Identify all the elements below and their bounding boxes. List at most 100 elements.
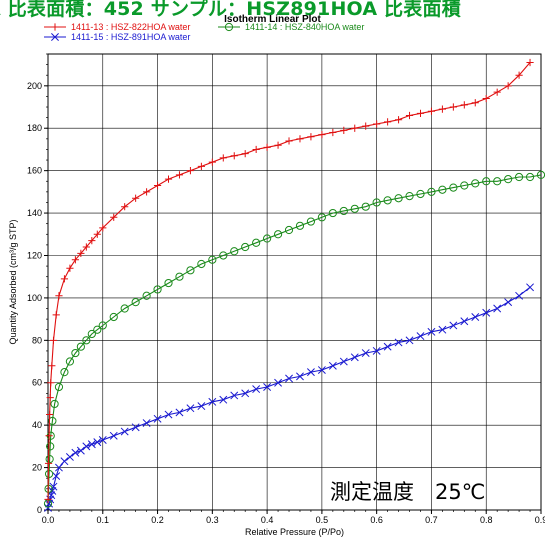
data-point — [76, 342, 85, 351]
data-point — [132, 194, 140, 202]
data-point — [164, 410, 173, 419]
data-point — [373, 120, 381, 128]
data-point — [87, 329, 96, 339]
data-point — [219, 251, 228, 260]
data-point — [351, 124, 359, 132]
data-point — [361, 202, 370, 211]
data-point — [88, 237, 96, 245]
data-point — [362, 122, 370, 130]
data-point — [87, 440, 96, 449]
data-point — [515, 291, 524, 300]
x-axis-label: Relative Pressure (P/Po) — [245, 527, 344, 537]
data-point — [164, 175, 173, 183]
data-point — [175, 408, 184, 417]
data-point — [493, 304, 502, 313]
data-point — [318, 130, 326, 139]
data-point — [44, 469, 54, 479]
x-tick-label: 0.2 — [151, 515, 164, 525]
data-point — [65, 453, 74, 461]
x-tick-label: 0.7 — [425, 515, 438, 525]
data-point — [383, 196, 392, 205]
y-axis-label: Quantity Adsorbed (cm³/g STP) — [8, 219, 18, 344]
data-point — [285, 137, 293, 145]
data-point — [109, 431, 118, 440]
data-point — [186, 167, 195, 175]
grid-lines — [47, 54, 542, 511]
data-point — [93, 230, 101, 238]
data-point — [263, 234, 272, 243]
data-point — [219, 395, 228, 404]
data-point — [50, 399, 59, 409]
y-tick-label: 20 — [32, 463, 42, 473]
x-tick-label: 0.1 — [97, 515, 110, 525]
data-point — [60, 368, 69, 377]
data-point — [295, 221, 305, 230]
data-point — [142, 291, 151, 300]
data-point — [46, 410, 54, 419]
data-point — [93, 325, 102, 334]
y-tick-label: 160 — [27, 166, 42, 176]
data-point — [307, 133, 315, 141]
data-point — [44, 495, 52, 503]
data-point — [350, 204, 359, 213]
data-point — [77, 249, 85, 257]
data-point — [504, 175, 513, 184]
data-point — [306, 368, 315, 377]
data-point — [153, 285, 162, 294]
data-point — [46, 442, 55, 451]
data-point — [252, 385, 261, 394]
data-point — [460, 181, 469, 190]
data-point — [317, 366, 326, 374]
data-point — [438, 325, 447, 334]
data-point — [241, 389, 250, 398]
series-line — [47, 286, 531, 509]
data-point — [45, 454, 54, 464]
data-point — [416, 109, 425, 117]
y-tick-label: 100 — [27, 293, 42, 303]
y-tick-label: 40 — [32, 420, 42, 430]
x-tick-label: 0.8 — [480, 515, 493, 525]
legend-label: 1411-13 : HSZ-822HOA water — [71, 22, 190, 32]
data-point — [449, 183, 458, 192]
data-point — [416, 189, 425, 199]
x-tick-label: 0.9 — [535, 515, 545, 525]
data-point — [460, 101, 468, 109]
legend-marker — [224, 22, 234, 32]
data-point — [93, 438, 102, 447]
data-point — [45, 432, 53, 440]
data-point — [54, 382, 64, 392]
data-point — [52, 472, 61, 481]
banner-text: A 比表面積：452 サンプル：HSZ891HOA 比表面積 — [0, 0, 461, 20]
data-point — [175, 272, 184, 281]
data-point — [52, 311, 60, 319]
data-point — [339, 357, 348, 366]
y-tick-label: 180 — [27, 123, 42, 133]
data-point — [460, 317, 469, 326]
data-point — [131, 298, 140, 307]
data-point — [208, 255, 217, 264]
data-point — [449, 321, 458, 330]
data-point — [71, 256, 79, 264]
data-point — [405, 111, 414, 120]
data-point — [504, 82, 512, 90]
x-tick-label: 0.4 — [261, 515, 274, 525]
data-point — [438, 185, 447, 194]
data-point — [526, 283, 534, 292]
x-tick-label: 0.0 — [42, 515, 55, 525]
data-point — [110, 213, 118, 221]
data-point — [66, 264, 74, 272]
data-point — [372, 346, 381, 355]
y-tick-label: 120 — [27, 250, 42, 260]
series-plus — [44, 58, 534, 503]
data-point — [98, 321, 107, 330]
data-point — [383, 342, 392, 351]
data-point — [384, 118, 392, 126]
data-point — [405, 192, 414, 201]
data-point — [186, 266, 195, 275]
data-point — [241, 242, 250, 252]
data-point — [394, 116, 403, 124]
x-tick-label: 0.5 — [316, 515, 329, 525]
data-point — [504, 298, 513, 307]
legend-label: 1411-15 : HSZ-891HOA water — [71, 32, 190, 42]
